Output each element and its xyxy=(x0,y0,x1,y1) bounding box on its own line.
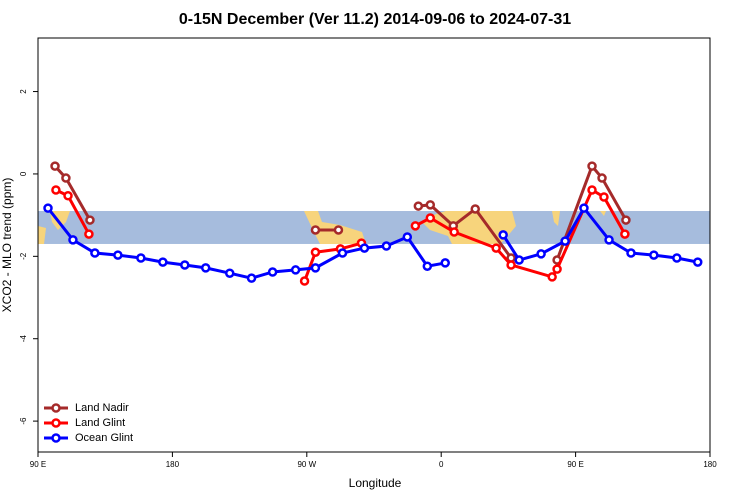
x-tick-label: 180 xyxy=(703,460,717,469)
data-point xyxy=(693,257,703,267)
land-shape xyxy=(38,226,46,244)
data-point xyxy=(626,248,636,258)
legend-label: Land Glint xyxy=(75,417,125,429)
data-point xyxy=(84,229,94,239)
data-point xyxy=(599,192,609,202)
data-point xyxy=(425,200,436,210)
x-tick-label: 90 E xyxy=(30,460,46,469)
chart-title: 0-15N December (Ver 11.2) 2014-09-06 to … xyxy=(179,11,571,28)
data-point xyxy=(560,236,570,246)
data-point xyxy=(299,276,310,286)
data-point xyxy=(440,258,450,268)
data-point xyxy=(310,225,321,235)
legend-marker xyxy=(51,403,61,413)
y-tick-label: 2 xyxy=(19,89,28,94)
legend-label: Ocean Glint xyxy=(75,432,133,444)
y-tick-label: -2 xyxy=(19,252,28,260)
data-point xyxy=(63,191,73,201)
data-point xyxy=(43,203,53,213)
data-point xyxy=(491,243,501,253)
x-tick-label: 90 E xyxy=(567,460,583,469)
y-tick-label: -6 xyxy=(19,417,28,425)
data-point xyxy=(514,255,524,265)
data-point xyxy=(413,201,424,211)
data-point xyxy=(587,185,597,195)
data-point xyxy=(310,247,321,257)
x-tick-label: 0 xyxy=(439,460,444,469)
data-point xyxy=(337,248,348,258)
data-point xyxy=(333,225,344,235)
y-tick-label: 0 xyxy=(19,171,28,176)
data-point xyxy=(310,263,321,273)
data-point xyxy=(587,161,597,171)
data-point xyxy=(621,215,631,225)
data-point xyxy=(246,273,257,283)
data-point xyxy=(425,213,436,223)
data-point xyxy=(224,268,235,278)
data-point xyxy=(180,260,190,270)
plot-frame xyxy=(37,37,711,453)
data-point xyxy=(672,253,682,263)
data-point xyxy=(290,265,301,275)
data-point xyxy=(381,241,392,251)
data-point xyxy=(61,173,71,183)
data-point xyxy=(449,227,459,237)
data-point xyxy=(200,263,211,273)
x-tick-label: 180 xyxy=(166,460,180,469)
data-point xyxy=(536,249,546,259)
data-point xyxy=(422,261,433,271)
land-shape xyxy=(552,211,560,226)
y-tick-label: -4 xyxy=(19,335,28,343)
data-point xyxy=(410,221,421,231)
data-point xyxy=(68,235,78,245)
data-point xyxy=(267,267,278,277)
data-point xyxy=(90,248,100,258)
data-point xyxy=(359,243,370,253)
data-point xyxy=(113,250,123,260)
land-shape xyxy=(600,211,606,216)
data-point xyxy=(649,250,659,260)
legend-label: Land Nadir xyxy=(75,402,129,414)
x-tick-label: 90 W xyxy=(297,460,316,469)
data-point xyxy=(50,161,60,171)
data-point xyxy=(620,229,630,239)
data-point xyxy=(136,253,146,263)
data-point xyxy=(579,203,589,213)
data-point xyxy=(597,173,607,183)
data-point xyxy=(547,272,557,282)
legend-marker xyxy=(51,418,61,428)
data-point xyxy=(402,232,413,242)
data-point xyxy=(506,260,516,270)
legend-marker xyxy=(51,433,61,443)
data-point xyxy=(498,230,508,240)
data-point xyxy=(158,257,168,267)
data-point xyxy=(51,185,61,195)
data-point xyxy=(604,235,614,245)
data-point xyxy=(85,215,95,225)
data-point xyxy=(470,204,480,214)
data-point xyxy=(552,264,562,274)
y-axis-label: XCO2 - MLO trend (ppm) xyxy=(0,178,14,313)
x-axis-label: Longitude xyxy=(349,476,402,490)
